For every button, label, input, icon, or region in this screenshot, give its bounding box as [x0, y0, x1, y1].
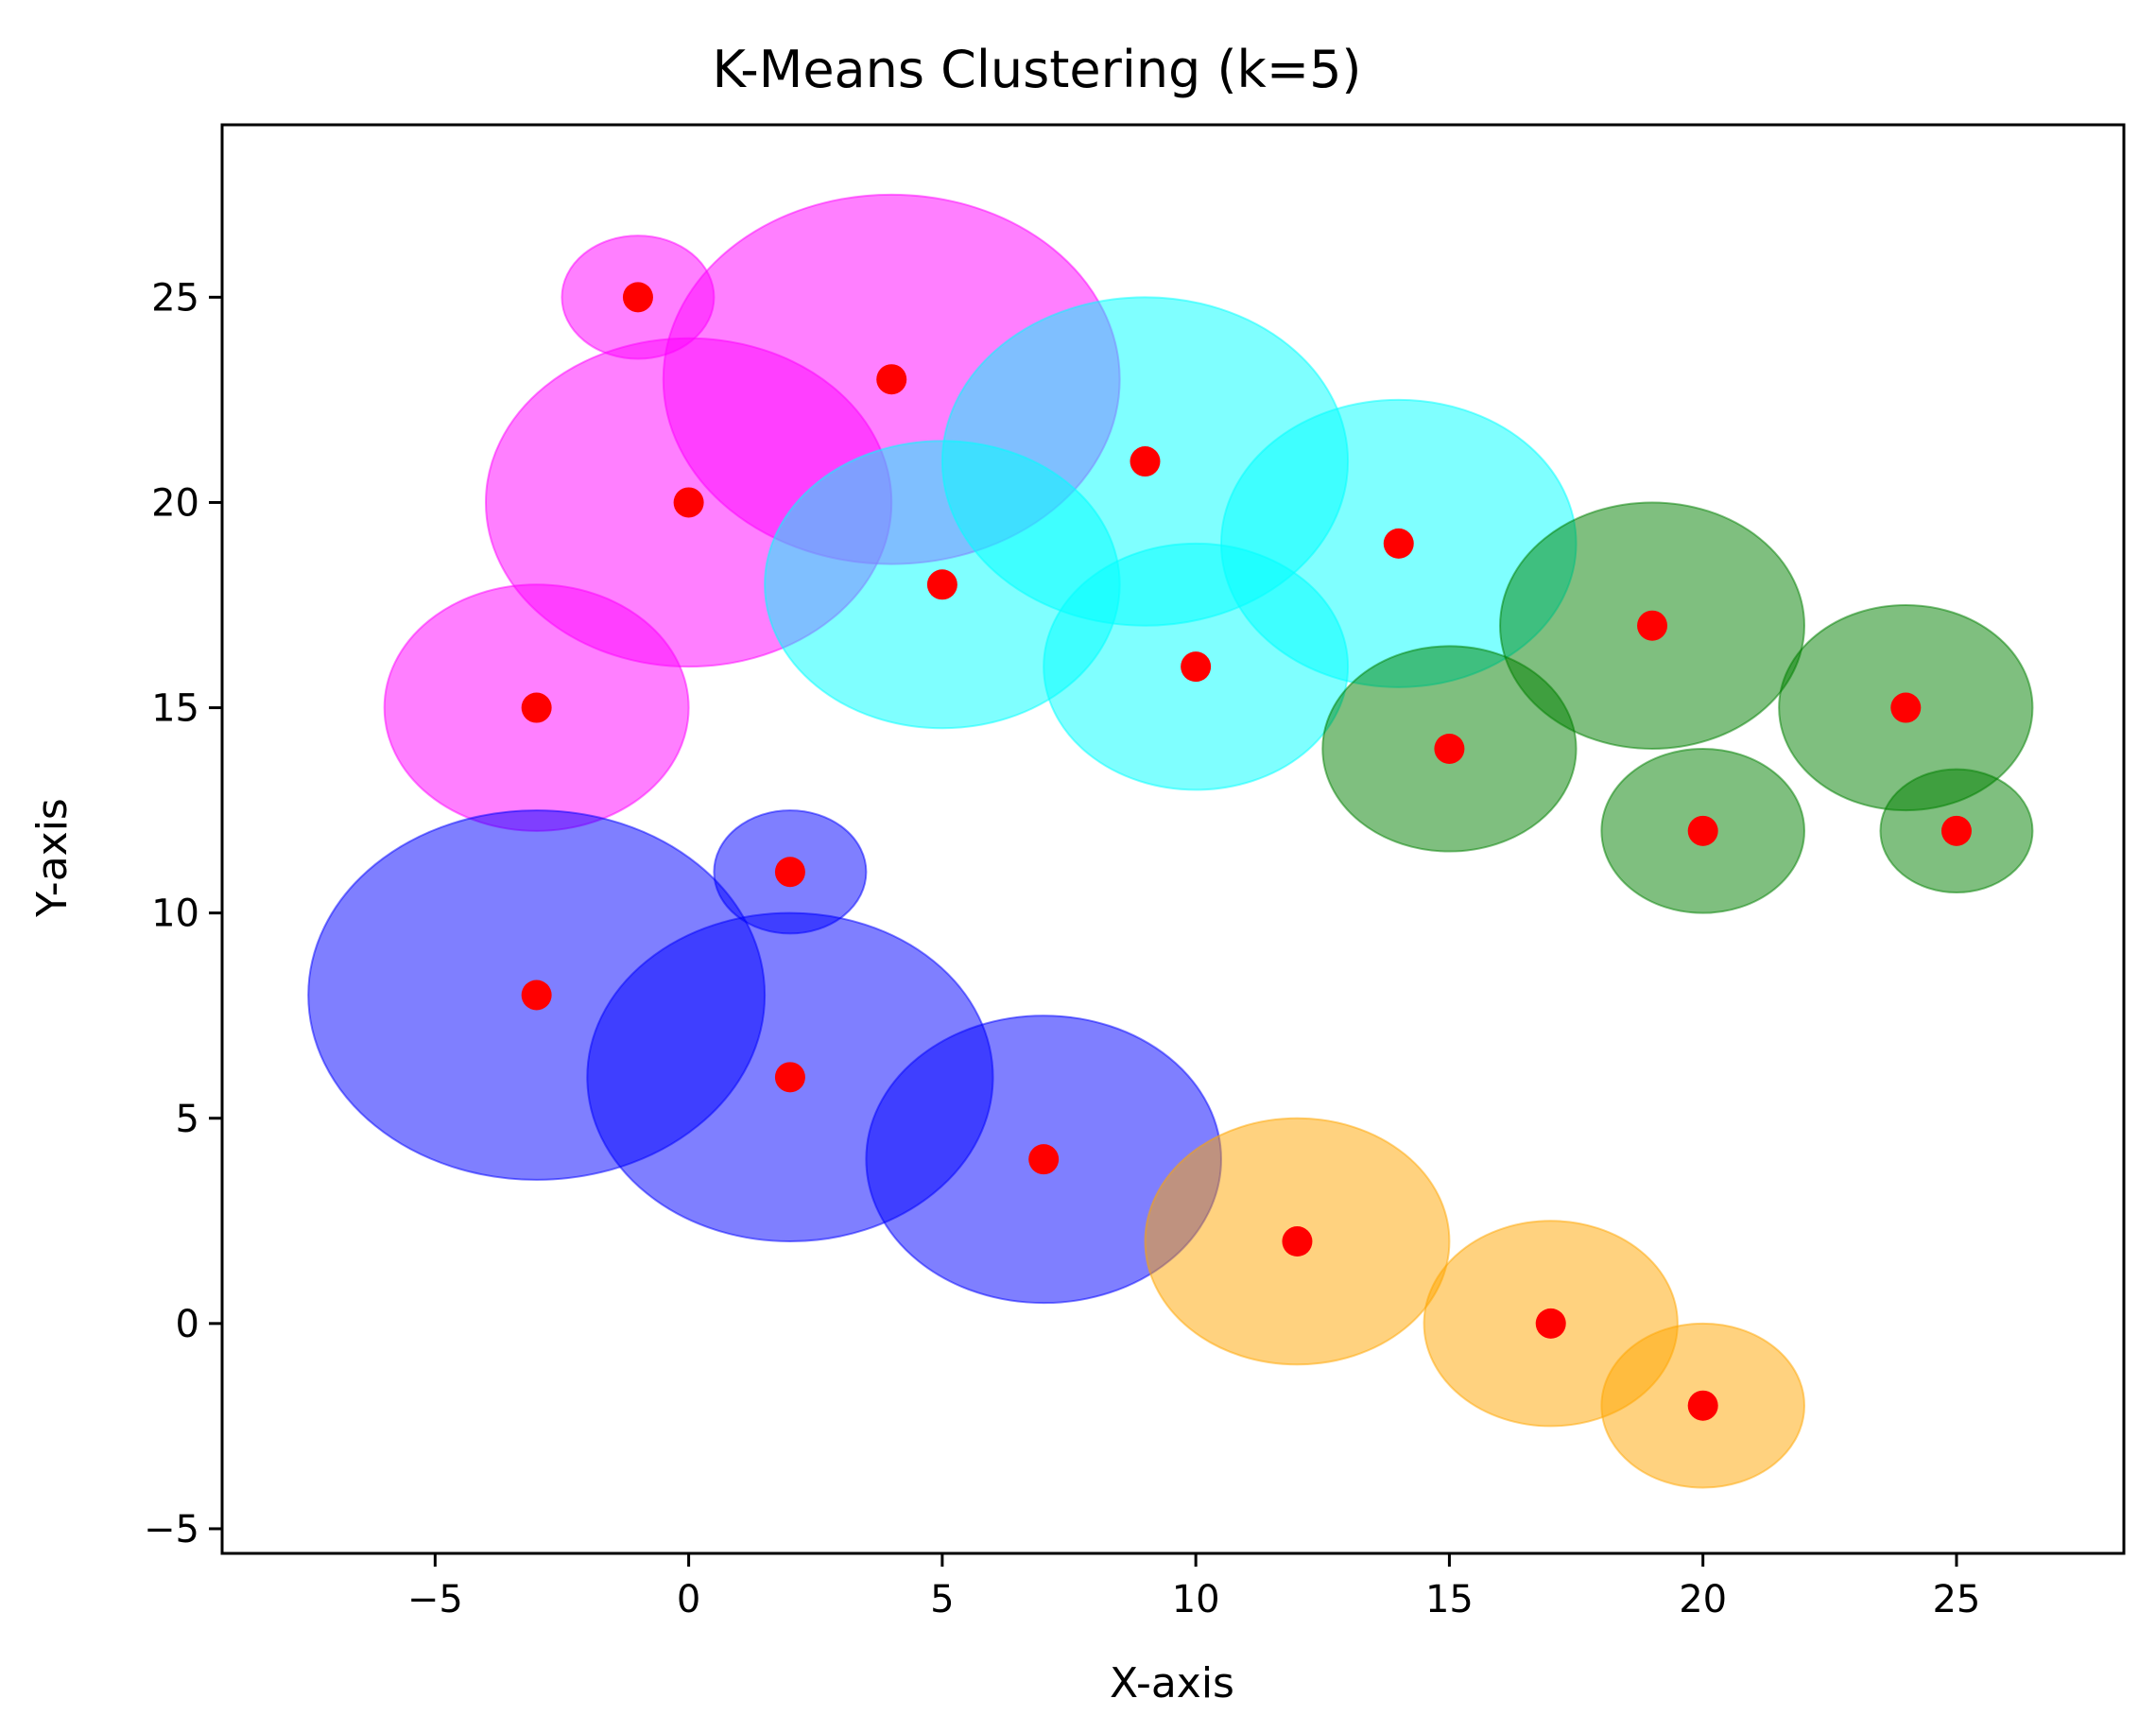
cluster-green-point-3 [1687, 815, 1718, 846]
points-layer [521, 282, 1972, 1421]
cluster-orange-point-1 [1535, 1308, 1566, 1339]
x-tick-label: 15 [1425, 1578, 1474, 1621]
plot-frame [220, 123, 2126, 1555]
y-tick-label: 0 [176, 1303, 199, 1346]
x-tick-label: 0 [677, 1578, 700, 1621]
x-tick-label: −5 [407, 1578, 463, 1621]
cluster-magenta-point-1 [876, 364, 907, 395]
cluster-cyan-point-0 [1130, 446, 1161, 477]
y-axis-label: Y-axis [28, 798, 77, 918]
cluster-orange-point-0 [1282, 1226, 1313, 1257]
chart-title: K-Means Clustering (k=5) [713, 40, 1362, 99]
cluster-green-point-0 [1637, 610, 1668, 641]
y-tick-label: 25 [151, 276, 199, 320]
cluster-orange-point-2 [1687, 1390, 1718, 1421]
y-tick-label: 20 [151, 481, 199, 525]
cluster-blue-point-2 [774, 1062, 805, 1093]
y-axis-ticks: −5 0 5 10 15 20 25 [144, 276, 222, 1551]
cluster-blue-point-0 [774, 857, 805, 888]
y-tick-label: 5 [176, 1098, 199, 1141]
cluster-green-point-4 [1940, 815, 1972, 846]
x-axis-ticks: −5 0 5 10 15 20 25 [407, 1553, 1980, 1621]
cluster-magenta-point-3 [521, 692, 552, 723]
x-tick-label: 5 [930, 1578, 954, 1621]
cluster-green-point-1 [1890, 692, 1922, 723]
x-tick-label: 20 [1679, 1578, 1727, 1621]
ellipses-layer [307, 193, 2034, 1489]
x-tick-label: 25 [1932, 1578, 1980, 1621]
cluster-blue-point-1 [521, 979, 552, 1011]
y-tick-label: −5 [144, 1508, 199, 1551]
cluster-magenta-point-0 [622, 282, 653, 313]
cluster-cyan-point-1 [1383, 528, 1414, 559]
cluster-cyan-point-3 [1181, 651, 1212, 683]
cluster-magenta-point-2 [673, 487, 704, 518]
cluster-green-point-2 [1434, 733, 1465, 764]
cluster-cyan-point-2 [926, 569, 957, 600]
y-tick-label: 15 [151, 687, 199, 731]
y-tick-label: 10 [151, 893, 199, 936]
x-tick-label: 10 [1172, 1578, 1220, 1621]
cluster-blue-point-3 [1028, 1144, 1060, 1175]
x-axis-label: X-axis [1110, 1659, 1234, 1707]
